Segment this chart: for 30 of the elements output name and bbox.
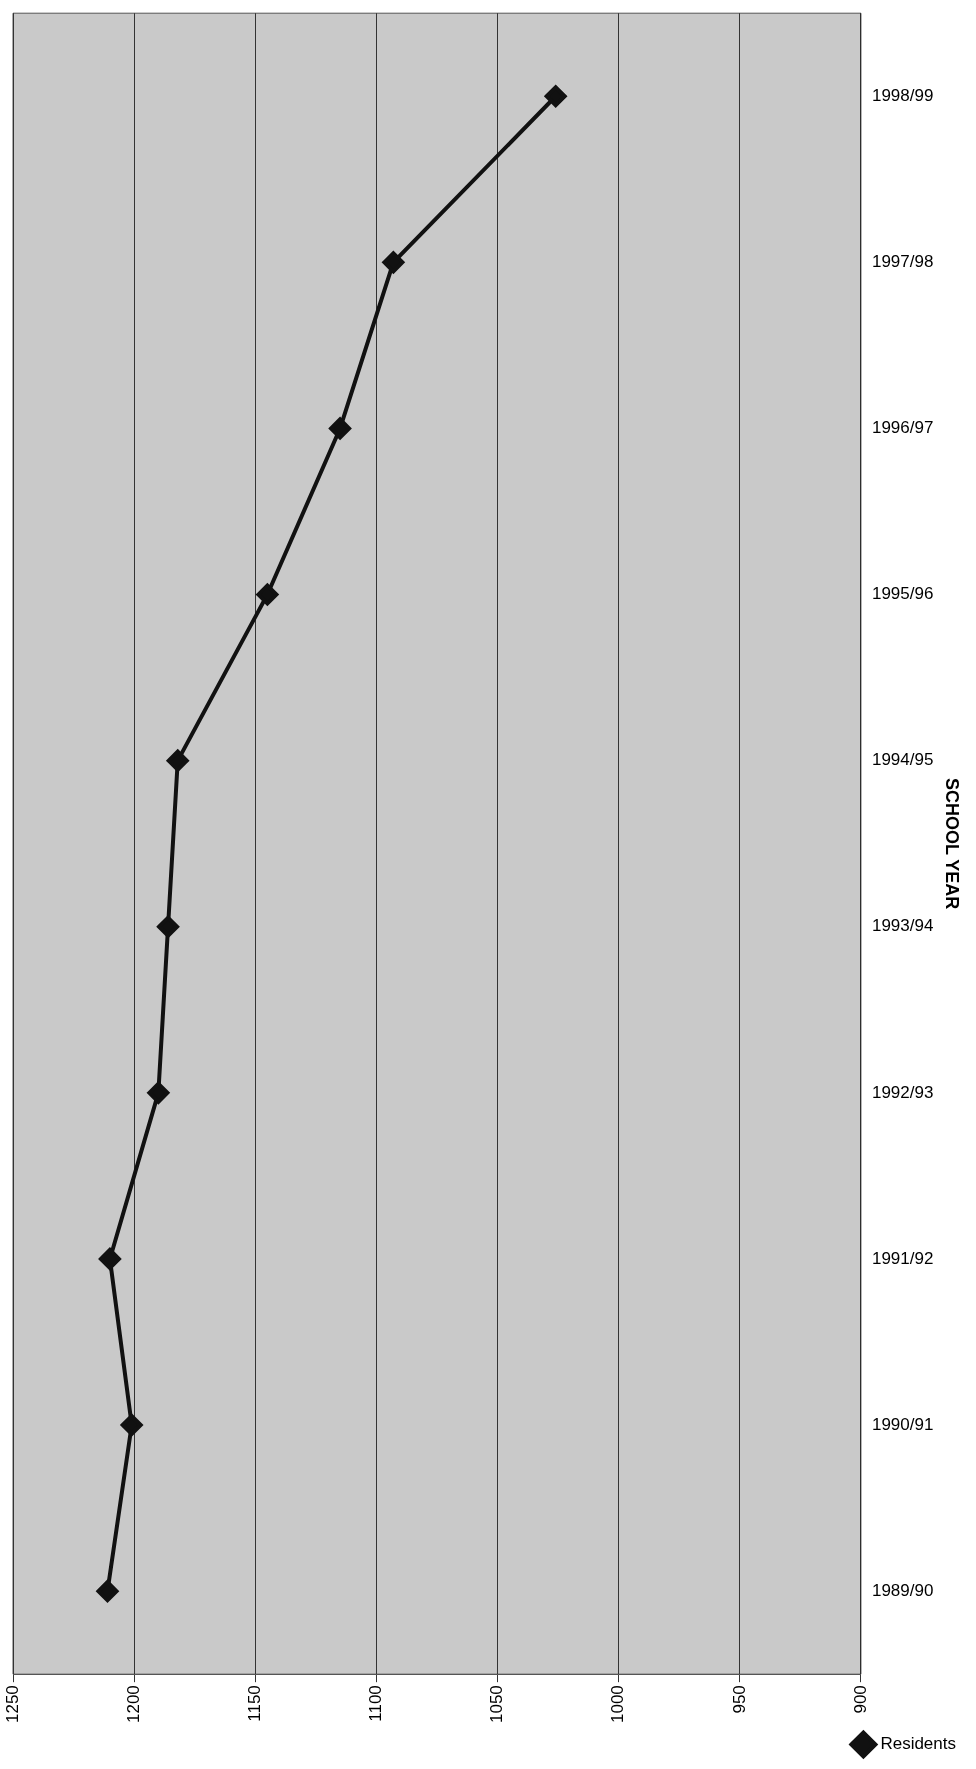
y-tick-label: 1993/94 [871, 916, 934, 936]
y-tick-label: 1996/97 [871, 418, 934, 438]
y-tick-label: 1997/98 [871, 252, 934, 272]
y-tick-label: 1994/95 [871, 750, 934, 770]
point [329, 417, 352, 440]
y-tick-label: 1989/90 [871, 1580, 934, 1600]
y-tick-label: 1990/91 [871, 1414, 934, 1434]
x-tick-label: 1200 [123, 1685, 143, 1724]
x-tick-label: 1150 [244, 1685, 264, 1722]
x-tick-label: 1100 [366, 1685, 386, 1722]
legend-label: Residents [880, 1734, 957, 1754]
x-tick-label: 900 [850, 1685, 870, 1714]
point [166, 749, 189, 772]
y-tick-label: 1991/92 [871, 1248, 934, 1268]
point [120, 1414, 143, 1437]
point [147, 1081, 170, 1104]
x-tick-label: 1000 [608, 1685, 628, 1724]
point [256, 583, 279, 606]
point [157, 915, 180, 938]
x-tick-label: 950 [729, 1685, 749, 1714]
point [382, 251, 405, 274]
point [544, 85, 567, 108]
y-tick-label: 1998/99 [871, 85, 934, 105]
point [96, 1580, 119, 1603]
y-tick-label: 1995/96 [871, 584, 934, 604]
x-tick-label: 1250 [2, 1685, 22, 1724]
point [98, 1247, 121, 1270]
y-axis-title: SCHOOL YEAR [942, 778, 963, 910]
y-tick-label: 1992/93 [871, 1082, 934, 1102]
x-tick-label: 1050 [487, 1685, 507, 1724]
